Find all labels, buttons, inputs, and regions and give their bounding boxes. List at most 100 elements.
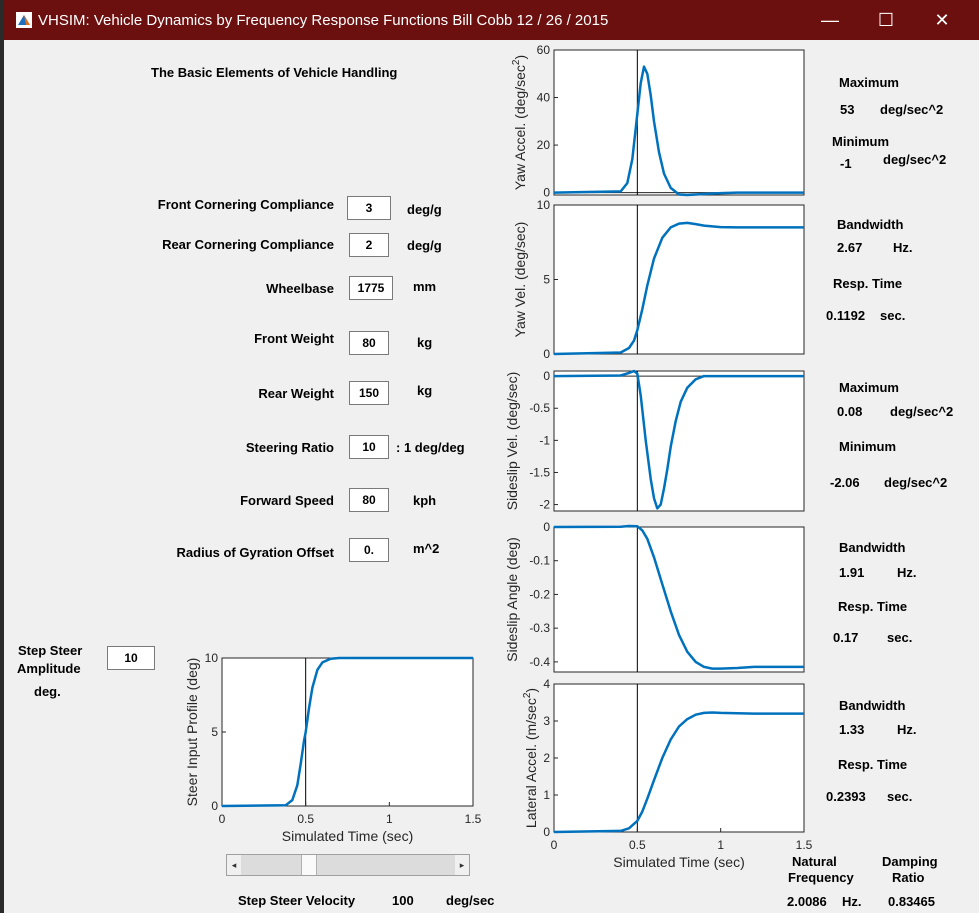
step-velocity-unit: deg/sec (446, 893, 495, 908)
y-tick-label: -0.1 (529, 554, 550, 568)
front-weight-input[interactable]: 80 (349, 331, 389, 355)
minimize-icon: — (821, 10, 839, 30)
series-line (553, 524, 804, 670)
yaw-vel-resp-time-label: Resp. Time (833, 276, 903, 291)
sideslip-vel-max-unit: deg/sec^2 (890, 404, 954, 419)
y-tick-label: 0 (211, 799, 218, 813)
y-axis-label-close: ) (523, 688, 539, 693)
chart-0: 0 20 40 60 Yaw Accel. (deg/sec2) (511, 43, 805, 200)
yaw-accel-min-value: -1 (840, 156, 852, 171)
natural-frequency-unit: Hz. (842, 894, 862, 909)
x-tick-label: 0 (551, 838, 558, 852)
lateral-accel-bandwidth-value: 1.33 (839, 722, 865, 737)
param-label-wheelbase: Wheelbase (266, 281, 334, 296)
natural-frequency-value: 2.0086 (787, 894, 827, 909)
step-velocity-label: Step Steer Velocity (238, 893, 356, 908)
natural-frequency-label-line1: Natural (792, 854, 837, 869)
steering-ratio-input[interactable]: 10 (349, 435, 389, 459)
step-steer-label-line1: Step Steer (18, 643, 83, 658)
sideslip-angle-resp-time-value: 0.17 (833, 630, 859, 645)
maximize-button[interactable]: ☐ (858, 0, 914, 40)
yaw-vel-bandwidth-label: Bandwidth (837, 217, 904, 232)
yaw-accel-min-label: Minimum (832, 134, 890, 149)
y-tick-label: -0.5 (529, 401, 550, 415)
rear-compliance-input[interactable]: 2 (349, 233, 389, 257)
x-axis-label: Simulated Time (sec) (613, 854, 744, 870)
y-tick-label: 4 (543, 677, 550, 691)
sideslip-angle-resp-time-unit: sec. (887, 630, 913, 645)
forward-speed-input[interactable]: 80 (349, 488, 389, 512)
steering-ratio-unit: : 1 deg/deg (396, 440, 465, 455)
gyration-offset-input[interactable]: 0. (349, 538, 389, 562)
sideslip-vel-max-label: Maximum (839, 380, 899, 395)
y-tick-label: 2 (543, 751, 550, 765)
natural-frequency-label-line2: Frequency (788, 870, 854, 885)
chevron-left-icon: ◂ (231, 860, 237, 870)
lateral-accel-resp-time-unit: sec. (887, 789, 913, 804)
gyration-offset-unit: m^2 (413, 541, 440, 556)
matlab-icon (16, 12, 32, 28)
rear-weight-unit: kg (417, 383, 433, 398)
chart-2: 0 -0.5 -1 -1.5 -2 Sideslip Vel. (deg/sec) (504, 369, 805, 512)
sideslip-vel-min-value: -2.06 (830, 475, 860, 490)
step-amplitude-input[interactable]: 10 (107, 646, 155, 670)
plot-frame (553, 683, 805, 833)
y-tick-label: 0 (543, 520, 550, 534)
front-compliance-input[interactable]: 3 (347, 196, 391, 220)
y-tick-label: 0 (543, 825, 550, 839)
rear-compliance-unit: deg/g (407, 238, 442, 253)
y-tick-label: 0 (543, 186, 550, 200)
series-line (553, 369, 804, 510)
damping-ratio-label-line2: Ratio (892, 870, 925, 885)
chart-5: 0 5 10 0 0.5 1 1.5 Simulated Time (sec) Steer In… (184, 651, 482, 844)
yaw-accel-max-unit: deg/sec^2 (880, 102, 944, 117)
x-axis-label: Simulated Time (sec) (282, 828, 413, 844)
slider-left-arrow[interactable]: ◂ (227, 855, 241, 875)
series-line (553, 711, 804, 834)
step-velocity-slider[interactable]: ◂ ▸ (226, 854, 470, 876)
yaw-vel-resp-time-unit: sec. (880, 308, 906, 323)
slider-thumb[interactable] (301, 855, 317, 875)
y-axis-label: Sideslip Vel. (deg/sec) (504, 372, 520, 511)
y-axis-label-close: ) (512, 55, 528, 60)
param-label-steering-ratio: Steering Ratio (245, 440, 334, 455)
y-tick-label: -0.4 (529, 655, 550, 669)
plot-frame (553, 370, 805, 512)
close-button[interactable]: ✕ (914, 0, 970, 40)
slider-right-arrow[interactable]: ▸ (455, 855, 469, 875)
title-bar[interactable]: VHSIM: Vehicle Dynamics by Frequency Res… (4, 0, 979, 40)
param-label-gyration-offset: Radius of Gyration Offset (176, 545, 334, 560)
damping-ratio-label-line1: Damping (882, 854, 938, 869)
maximize-icon: ☐ (877, 10, 895, 30)
chart-1: 0 5 10 Yaw Vel. (deg/sec) (512, 198, 805, 361)
y-axis-label: Lateral Accel. (m/sec2) (522, 688, 539, 828)
y-tick-label: 10 (205, 651, 219, 665)
y-axis-label: Yaw Vel. (deg/sec) (512, 222, 528, 338)
y-axis-label: Yaw Accel. (deg/sec2) (511, 55, 528, 190)
y-axis-label: Steer Input Profile (deg) (184, 658, 200, 807)
y-tick-label: -2 (539, 498, 550, 512)
app-window: VHSIM: Vehicle Dynamics by Frequency Res… (4, 0, 979, 913)
y-tick-label: 0 (543, 347, 550, 361)
wheelbase-input[interactable]: 1775 (349, 276, 393, 300)
yaw-accel-min-unit: deg/sec^2 (883, 152, 947, 167)
yaw-accel-max-label: Maximum (839, 75, 899, 90)
step-steer-label-line3: deg. (34, 684, 61, 699)
y-tick-label: 1 (543, 788, 550, 802)
series-line (553, 65, 804, 197)
x-tick-label: 1 (386, 812, 393, 826)
sideslip-vel-min-unit: deg/sec^2 (884, 475, 948, 490)
y-axis-label-superscript: 2 (511, 59, 522, 65)
y-tick-label: -0.3 (529, 621, 550, 635)
minimize-button[interactable]: — (802, 0, 858, 40)
page-heading: The Basic Elements of Vehicle Handling (151, 65, 398, 80)
param-label-front-weight: Front Weight (254, 331, 334, 346)
rear-weight-input[interactable]: 150 (349, 381, 389, 405)
y-tick-label: 10 (537, 198, 551, 212)
sideslip-angle-bandwidth-unit: Hz. (897, 565, 917, 580)
y-tick-label: -0.2 (529, 587, 550, 601)
y-axis-label: Sideslip Angle (deg) (504, 537, 520, 662)
y-tick-label: -1.5 (529, 465, 550, 479)
series-line (221, 656, 473, 808)
